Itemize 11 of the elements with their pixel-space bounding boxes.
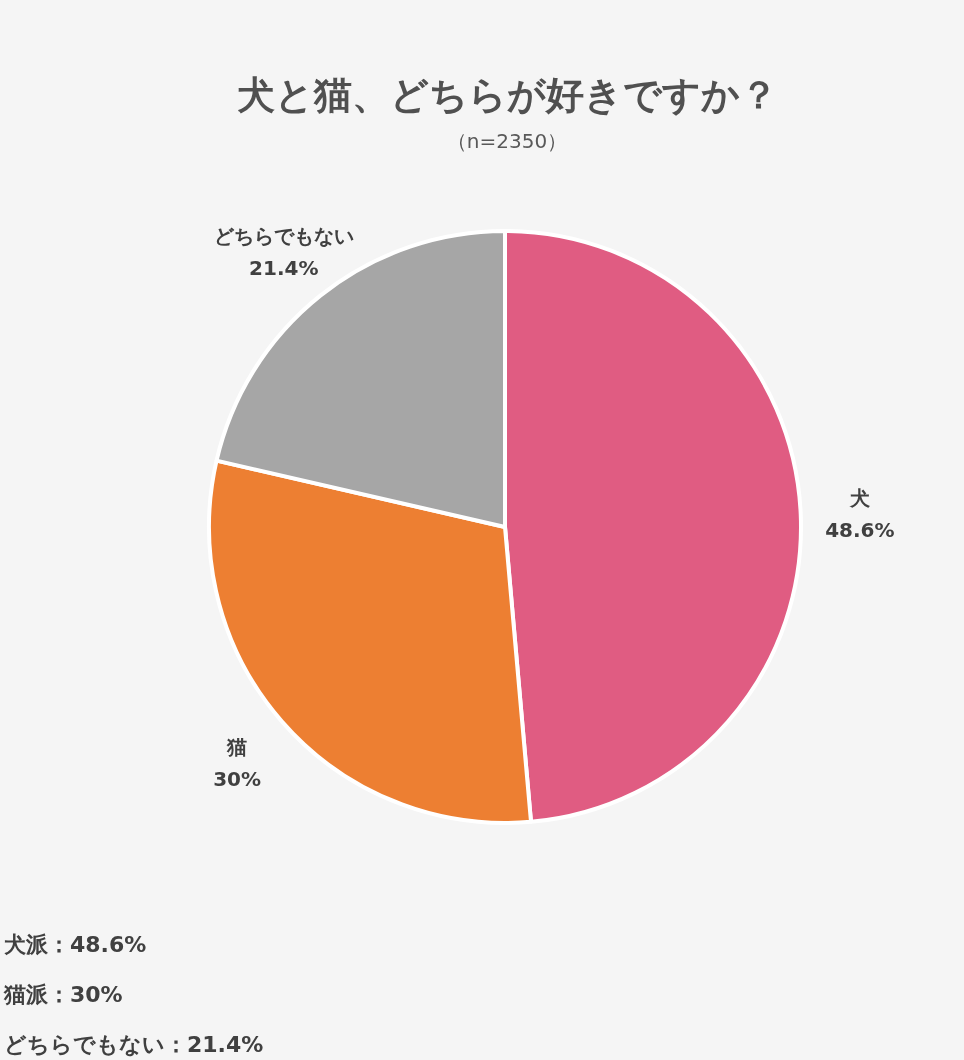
- data-label: 48.6%: [825, 518, 895, 543]
- data-label: 30%: [213, 767, 262, 792]
- slice-label: 犬: [848, 486, 871, 511]
- slice-label: 猫: [226, 735, 248, 760]
- chart-title: 犬と猫、どちらが好きですか？: [236, 73, 778, 117]
- slice-label: どちらでもない: [213, 224, 354, 249]
- text: 猫派：30%: [3, 982, 123, 1007]
- text: どちらでもない：21.4%: [4, 1032, 264, 1057]
- text: 犬派：48.6%: [4, 932, 147, 957]
- data-label: 21.4%: [249, 256, 319, 281]
- chart-subtitle: （n=2350）: [446, 129, 568, 153]
